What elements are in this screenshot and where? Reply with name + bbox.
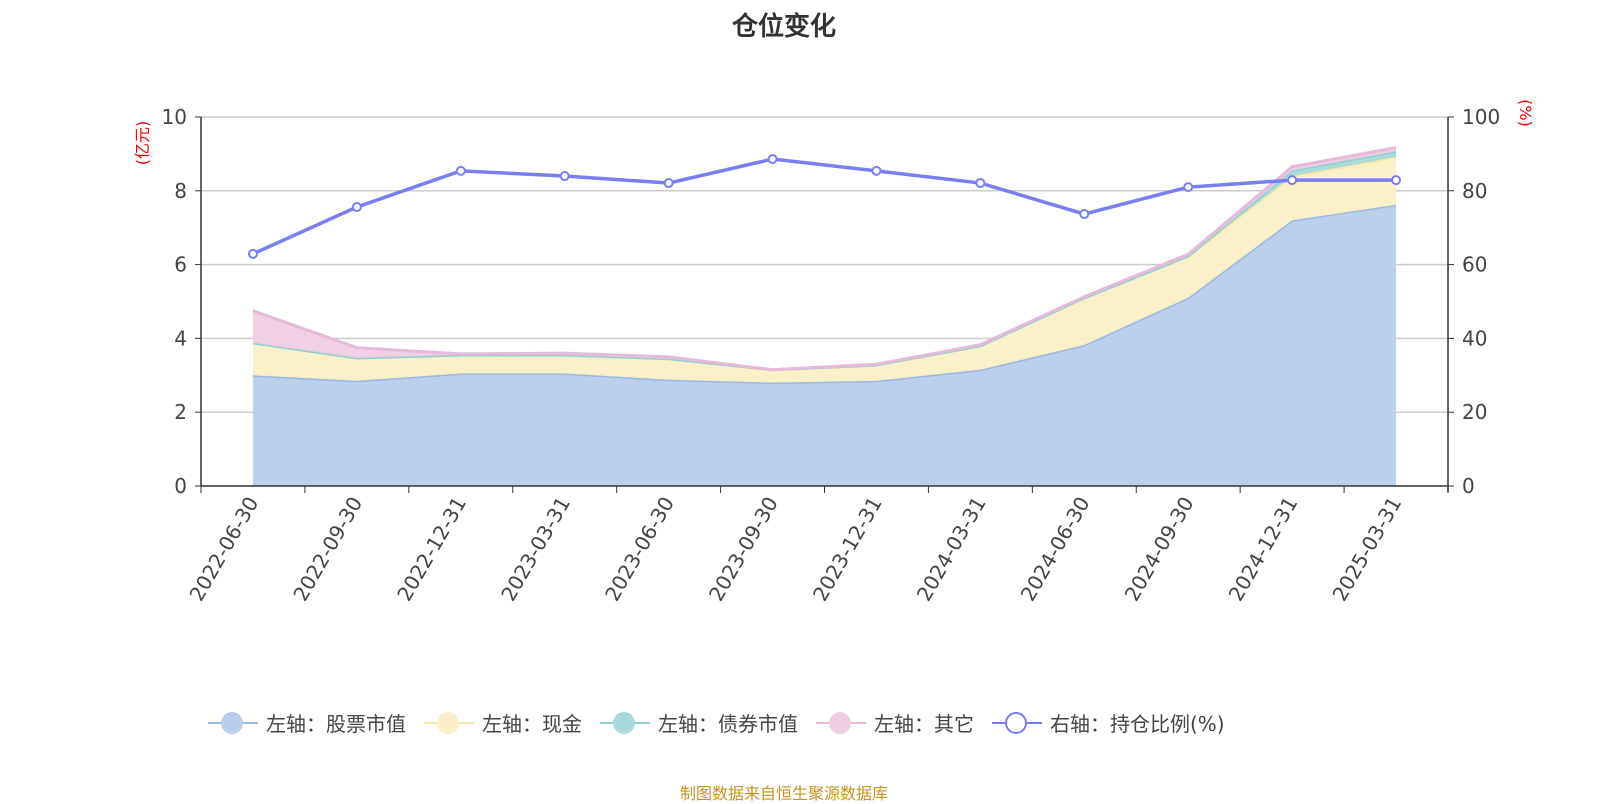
ratio-point (455, 165, 466, 176)
x-tick-label: 2023-09-30 (704, 493, 783, 606)
x-tick-label: 2022-12-31 (392, 493, 471, 606)
right-tick-label: 0 (1462, 474, 1475, 498)
legend-item[interactable]: 左轴：其它 (816, 708, 974, 737)
legend-label: 左轴：债券市值 (658, 712, 798, 736)
legend-item[interactable]: 左轴：股票市值 (208, 708, 406, 737)
ratio-point (1287, 175, 1298, 186)
left-tick-label: 8 (174, 179, 187, 203)
legend-item[interactable]: 左轴：债券市值 (600, 708, 798, 737)
right-tick-label: 20 (1462, 400, 1487, 424)
legend-marker-icon (600, 711, 650, 735)
ratio-point (559, 171, 570, 182)
left-tick-label: 6 (174, 253, 187, 277)
left-tick-label: 10 (162, 105, 187, 129)
x-tick-label: 2025-03-31 (1327, 493, 1406, 606)
right-axis-label: (%) (1516, 99, 1535, 127)
x-tick-label: 2022-09-30 (288, 493, 367, 606)
area-line-3 (252, 146, 1397, 372)
legend-item[interactable]: 右轴：持仓比例(%) (992, 708, 1225, 737)
x-tick-label: 2024-12-31 (1224, 493, 1303, 606)
ratio-point (871, 165, 882, 176)
ratio-point (1183, 182, 1194, 193)
legend-label: 右轴：持仓比例(%) (1050, 712, 1225, 736)
right-tick-label: 40 (1462, 326, 1487, 350)
area-line-0 (252, 203, 1397, 385)
ratio-point (767, 154, 778, 165)
legend: 左轴：股票市值 左轴：现金 左轴：债券市值 左轴：其它 右轴：持仓比例(%) (208, 708, 1225, 737)
ratio-point (351, 202, 362, 213)
source-footer: 制图数据来自恒生聚源数据库 (679, 784, 888, 803)
left-tick-label: 0 (174, 474, 187, 498)
x-tick-label: 2024-09-30 (1120, 493, 1199, 606)
ratio-point (663, 178, 674, 189)
ratio-point (1079, 209, 1090, 220)
legend-label: 左轴：股票市值 (266, 712, 406, 736)
left-tick-label: 4 (174, 326, 187, 350)
ratio-line (252, 157, 1397, 256)
x-tick-label: 2024-06-30 (1016, 493, 1095, 606)
legend-marker-icon (992, 711, 1042, 735)
right-tick-label: 80 (1462, 179, 1487, 203)
x-tick-label: 2023-03-31 (496, 493, 575, 606)
x-tick-label: 2023-12-31 (808, 493, 887, 606)
ratio-point (247, 248, 258, 259)
x-tick-label: 2022-06-30 (184, 493, 263, 606)
right-tick-label: 60 (1462, 253, 1487, 277)
legend-label: 左轴：现金 (482, 712, 582, 736)
legend-marker-icon (424, 711, 474, 735)
x-tick-label: 2023-06-30 (600, 493, 679, 606)
legend-marker-icon (208, 711, 258, 735)
left-axis-label: (亿元) (133, 121, 152, 166)
left-tick-label: 2 (174, 400, 187, 424)
legend-marker-icon (816, 711, 866, 735)
ratio-point (975, 178, 986, 189)
chart-title: 仓位变化 (731, 12, 836, 42)
legend-item[interactable]: 左轴：现金 (424, 708, 582, 737)
legend-label: 左轴：其它 (874, 712, 974, 736)
x-tick-label: 2024-03-31 (912, 493, 991, 606)
area-1 (252, 156, 1397, 383)
right-tick-label: 100 (1462, 105, 1500, 129)
area-0 (252, 204, 1397, 486)
ratio-point (1391, 175, 1402, 186)
